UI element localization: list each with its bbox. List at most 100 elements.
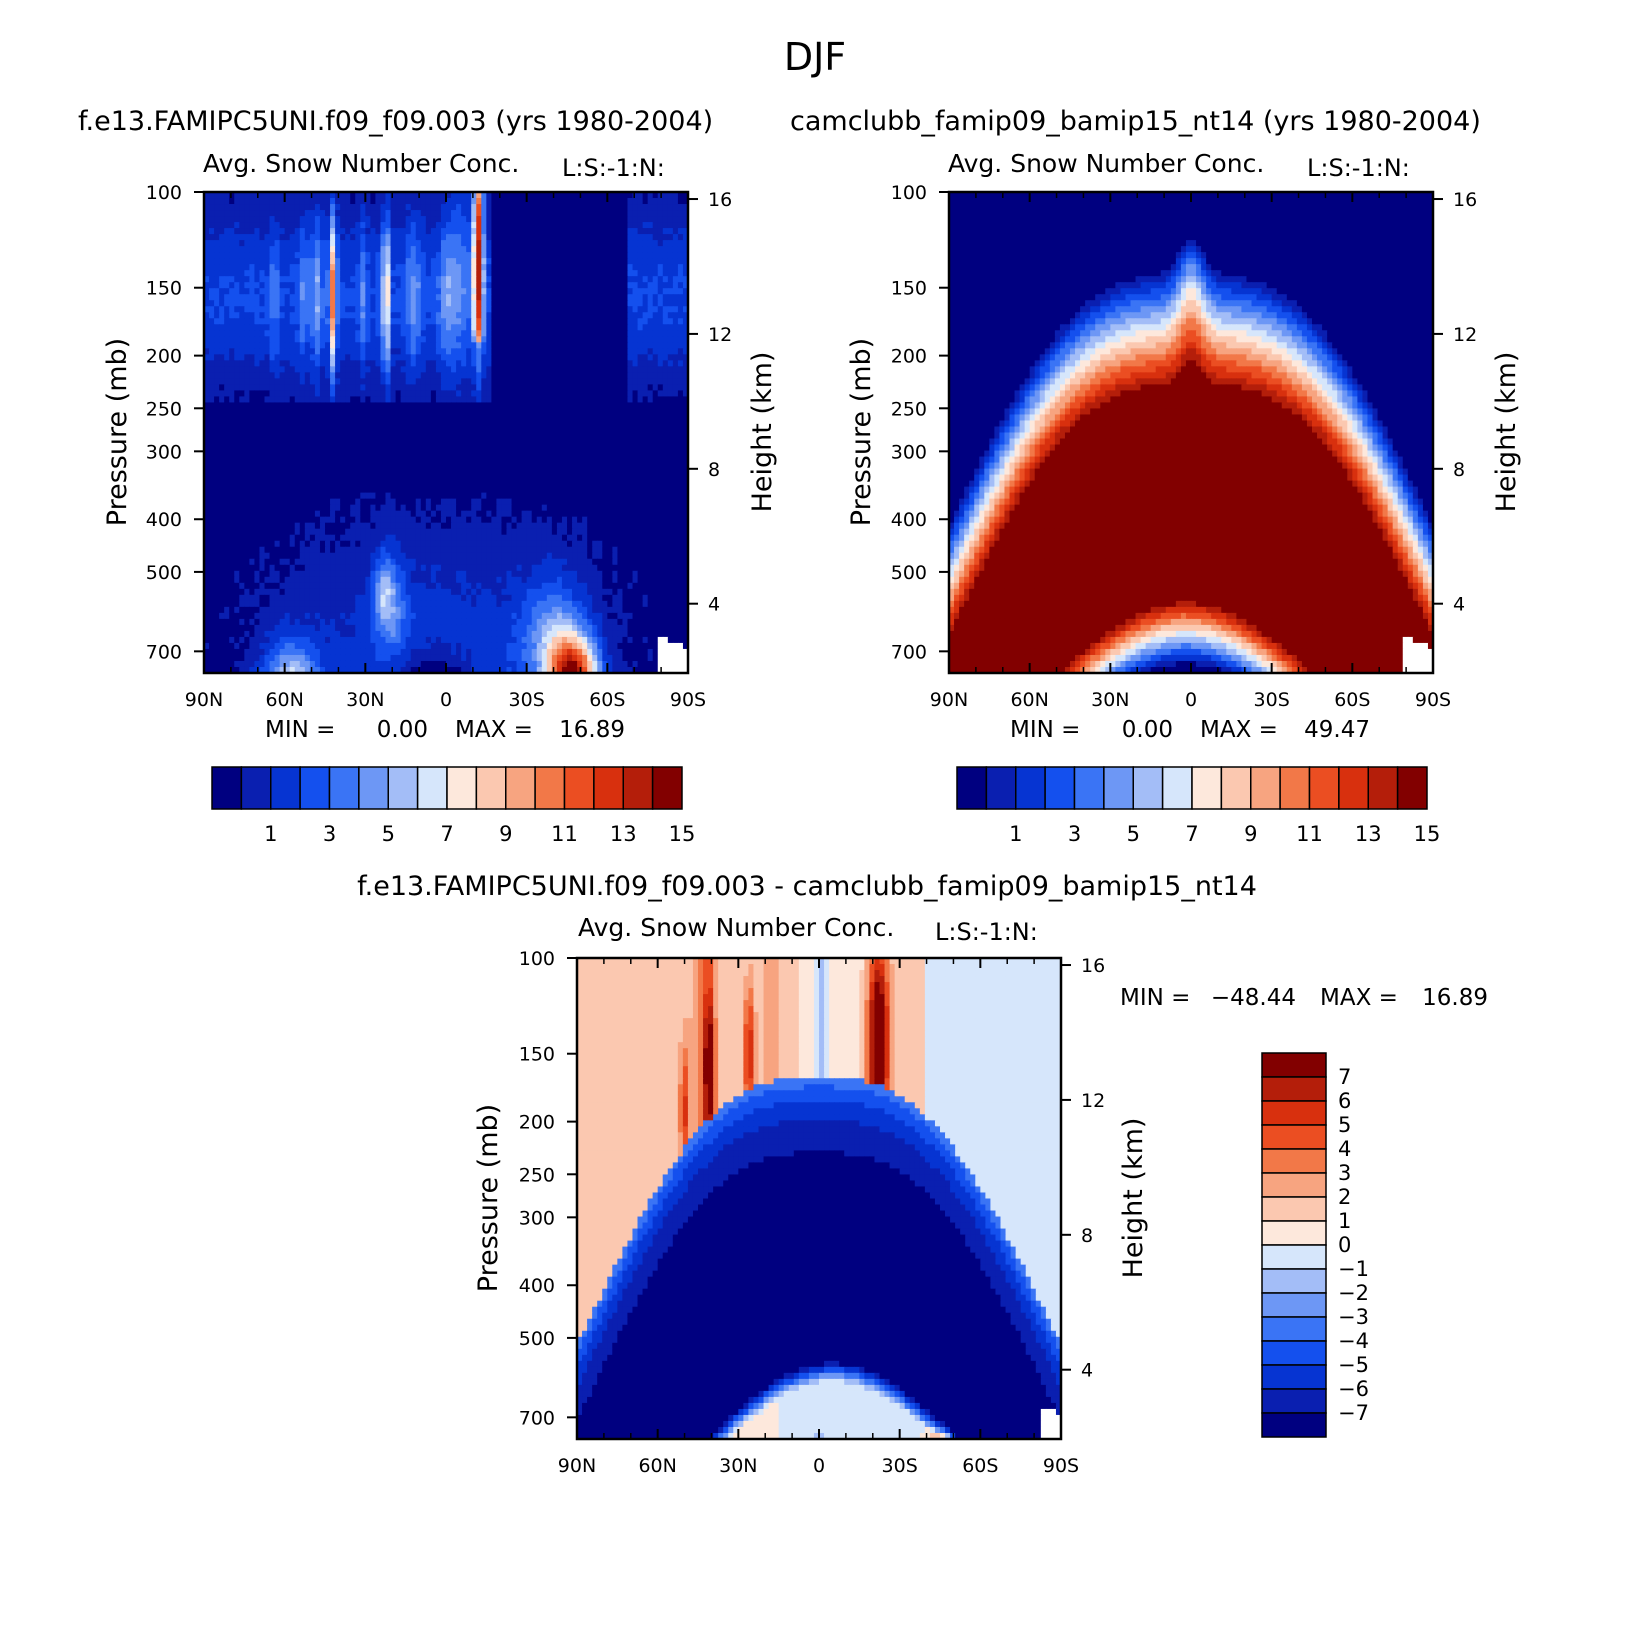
contour-cell [486,204,492,211]
contour-cell [682,408,688,416]
contour-cell [214,258,220,265]
contour-cell [360,474,366,482]
contour-cell [319,438,326,446]
contour-cell [264,246,271,253]
contour-cell [395,330,402,337]
contour-cell [682,384,688,392]
contour-cell [637,198,644,205]
contour-cell [597,498,603,506]
contour-cell [612,228,619,235]
contour-cell [516,366,523,373]
contour-cell [531,414,538,422]
contour-cell [325,216,331,223]
contour-cell [284,198,291,205]
contour-cell [476,264,482,271]
contour-cell [476,198,482,205]
contour-cell [551,420,558,428]
contour-cell [390,246,397,253]
contour-cell [461,336,467,343]
contour-cell [279,498,286,506]
contour-cell [536,372,543,379]
contour-cell [627,288,634,295]
contour-cell [521,432,528,440]
contour-cell [486,456,492,464]
contour-cell [294,486,301,494]
contour-cell [410,414,417,422]
contour-cell [370,492,377,500]
contour-cell [516,222,523,229]
contour-cell [602,390,608,398]
contour-cell [335,354,341,361]
contour-cell [299,336,306,343]
contour-cell [430,198,437,205]
contour-cell [682,378,688,385]
contour-cell [551,312,558,319]
contour-cell [451,426,457,434]
contour-cell [536,324,543,331]
contour-cell [471,312,477,319]
contour-cell [299,396,306,404]
contour-cell [677,480,684,488]
contour-cell [587,420,593,428]
contour-cell [279,420,286,428]
contour-cell [254,456,261,464]
contour-cell [259,318,266,325]
contour-cell [607,402,613,410]
contour-cell [224,288,230,295]
contour-cell [567,198,573,205]
contour-cell [597,198,603,205]
contour-cell [405,354,412,361]
contour-cell [209,234,215,241]
contour-cell [309,486,316,494]
contour-cell [662,258,669,265]
contour-cell [506,492,513,500]
contour-cell [405,492,412,500]
contour-cell [385,234,392,241]
contour-cell [380,342,387,349]
contour-cell [521,282,528,289]
contour-cell [657,402,664,410]
contour-cell [541,258,548,265]
contour-cell [456,336,462,343]
contour-cell [471,240,477,247]
contour-cell [491,414,498,422]
contour-cell [430,396,437,404]
contour-cell [284,288,291,295]
contour-cell [239,468,245,476]
contour-cell [667,414,674,422]
contour-cell [420,330,427,337]
contour-cell [536,264,543,271]
contour-cell [330,492,336,500]
contour-cell [466,468,472,476]
contour-cell [325,390,331,398]
contour-cell [577,444,583,452]
contour-cell [647,360,654,367]
contour-cell [647,258,654,265]
contour-cell [466,252,472,259]
contour-cell [425,432,432,440]
contour-cell [506,216,513,223]
contour-cell [400,450,407,458]
contour-cell [420,420,427,428]
contour-cell [360,396,366,404]
contour-cell [501,258,508,265]
contour-cell [511,348,518,355]
contour-cell [219,318,225,325]
contour-cell [314,378,321,385]
contour-cell [561,474,568,482]
contour-cell [662,204,669,211]
contour-cell [561,378,568,385]
contour-cell [531,264,538,271]
contour-cell [385,282,392,289]
contour-cell [224,240,230,247]
contour-cell [380,216,387,223]
contour-cell [390,210,397,217]
contour-cell [430,474,437,482]
contour-cell [501,372,508,379]
contour-cell [314,420,321,428]
contour-cell [219,300,225,307]
contour-cell [496,378,503,385]
contour-cell [592,402,598,410]
contour-cell [430,402,437,410]
